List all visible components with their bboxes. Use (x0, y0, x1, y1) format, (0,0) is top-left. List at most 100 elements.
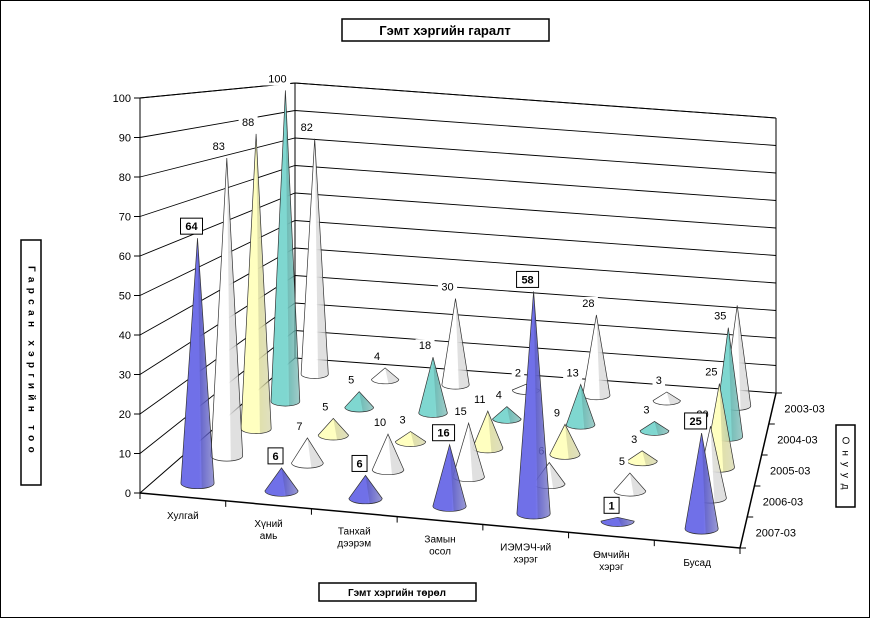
data-label: 4 (496, 390, 502, 402)
data-label: 1 (609, 500, 615, 512)
cone-mark (300, 138, 329, 379)
chart-marks: 8243022831005184133358853119325837101565… (180, 72, 752, 535)
category-label: Хулгай (167, 511, 199, 522)
gridline (139, 110, 777, 146)
floor-right-edge (739, 392, 777, 549)
data-label-box (180, 217, 204, 235)
cone-mark (348, 474, 383, 505)
cone-mark (395, 431, 427, 447)
data-label-box (351, 454, 368, 472)
data-label: 5 (619, 456, 625, 468)
data-label: 88 (242, 117, 254, 129)
data-label: 6 (356, 458, 362, 470)
cone-mark (639, 420, 670, 436)
gridline (139, 82, 777, 119)
data-label: 25 (689, 416, 701, 428)
y-tick-label: 20 (119, 409, 131, 421)
data-label: 13 (567, 367, 579, 379)
data-label: 64 (185, 221, 198, 233)
gridline (139, 137, 777, 178)
data-label-box (432, 424, 456, 442)
data-label-box (684, 412, 708, 430)
data-label: 10 (374, 417, 386, 429)
data-label: 83 (213, 141, 225, 153)
cone-mark (270, 90, 301, 407)
cone-mark (317, 417, 349, 441)
cone-mark (684, 432, 719, 535)
data-label: 4 (374, 351, 380, 363)
y-tick-label: 0 (125, 488, 131, 500)
data-label: 82 (301, 122, 313, 134)
data-label: 2 (515, 367, 521, 379)
data-label-box (603, 496, 620, 514)
data-label: 35 (714, 311, 726, 323)
cone-mark (240, 133, 272, 434)
data-label: 58 (521, 274, 533, 286)
y-axis-title: Гарсан хэргийн тоо (25, 266, 36, 458)
gridline (139, 220, 777, 296)
data-label: 28 (582, 298, 594, 310)
category-label: Бусад (683, 558, 711, 569)
data-label: 30 (441, 282, 453, 294)
y-tick-label: 40 (119, 330, 131, 342)
data-label: 3 (399, 415, 405, 427)
y-tick-label: 80 (119, 172, 131, 184)
series-label: 2005-03 (770, 466, 810, 478)
data-label: 100 (268, 73, 286, 85)
z-axis-title: Онууд (839, 437, 850, 496)
data-label: 3 (643, 404, 649, 416)
y-tick-label: 10 (119, 449, 131, 461)
cone-mark (549, 423, 581, 460)
data-label: 3 (631, 434, 637, 446)
data-label: 25 (705, 367, 717, 379)
x-axis-title: Гэмт хэргийн төрөл (348, 588, 446, 599)
cone-mark (565, 383, 596, 430)
y-axis-ticks: 0 10 20 30 40 50 60 70 80 90 100 (113, 93, 140, 500)
depth-labels: 2003-03 2004-03 2005-03 2006-03 2007-03 (756, 404, 825, 540)
gridline (139, 247, 777, 336)
chart-title-box: Гэмт хэргийн гаралт (341, 18, 550, 42)
cone-mark (418, 357, 448, 418)
cone-mark (291, 437, 324, 469)
y-tick-label: 50 (119, 291, 131, 303)
data-label: 18 (419, 340, 431, 352)
category-label: Өмчийн хэрэг (593, 550, 630, 573)
cone-mark (441, 298, 470, 390)
y-tick-label: 90 (119, 133, 131, 145)
cone-mark (180, 238, 215, 490)
cone-mark (600, 516, 635, 527)
gridline (139, 165, 777, 217)
data-label: 16 (437, 428, 449, 440)
data-label: 9 (554, 407, 560, 419)
cone-mark (371, 433, 405, 476)
cone-mark (264, 467, 299, 497)
floor-front-edge (139, 492, 741, 549)
cone-mark (371, 367, 400, 385)
y-tick-label: 70 (119, 212, 131, 224)
data-label-box (267, 447, 284, 465)
cone-mark (626, 450, 658, 467)
data-label: 11 (474, 394, 485, 406)
cone-mark (210, 157, 244, 462)
category-label: ИЭМЭЧ-ий хэрэг (500, 542, 551, 565)
data-label: 5 (348, 375, 354, 387)
y-axis-title-box: Гарсан хэргийн тоо (20, 239, 42, 486)
category-label: Хүний амь (254, 519, 282, 542)
y-tick-label: 60 (119, 251, 131, 263)
chart-title: Гэмт хэргийн гаралт (379, 23, 510, 38)
series-label: 2003-03 (784, 404, 824, 416)
data-label: 5 (322, 401, 328, 413)
cone-mark (492, 406, 522, 424)
data-label: 15 (455, 406, 467, 418)
cone-mark (516, 291, 551, 520)
y-tick-label: 30 (119, 370, 131, 382)
series-label: 2004-03 (777, 435, 817, 447)
cone-mark (432, 443, 467, 512)
y-tick-label: 100 (113, 93, 131, 105)
cone-mark (344, 391, 374, 413)
data-label: 7 (296, 421, 302, 433)
cone-mark (652, 391, 681, 406)
